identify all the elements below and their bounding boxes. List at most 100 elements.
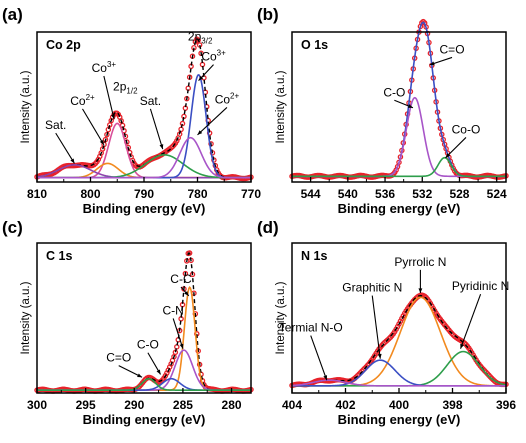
panel-title: Co 2p [46,38,81,52]
annotation-arrow [55,132,75,164]
annotation-label: Pyrrolic N [394,255,446,269]
x-tick-label: 396 [496,398,516,412]
panel-a: 810 800 790 780 770 Binding energy (eV) Intens… [2,5,261,216]
panel-letter: (a) [2,5,23,24]
x-tick-label: 528 [449,187,469,201]
y-axis-title: Intensity (a.u.) [275,70,287,143]
annotation-arrow [460,293,482,349]
annotation-arrowhead [323,375,328,381]
series-1-line [37,251,251,391]
x-tick-label: 524 [487,187,507,201]
annotation-arrow [310,335,328,381]
annotation-label: Termial N-O [279,321,343,335]
panel-letter: (d) [257,218,279,237]
panel-letter: (c) [2,218,23,237]
annotation-arrow [445,137,467,159]
data-point [105,126,112,133]
annotation-arrowhead [137,373,143,378]
data-point [186,250,193,256]
annotation-label: C-O [383,85,405,99]
annotation-label: Co3+ [92,60,117,75]
annotation-label: 2p3/2 [188,30,213,46]
annotation-arrowhead [445,153,451,158]
panel-b: 544 540 536 532 528 524 Binding energy (eV) Int… [257,5,509,216]
x-tick-label: 300 [27,398,47,412]
annotation-arrowhead [179,343,184,349]
x-tick-label: 800 [80,187,100,201]
x-axis-title: Binding energy (eV) [338,412,461,427]
annotation-label: Co2+ [215,91,240,106]
x-tick-label: 532 [412,187,432,201]
annotation-arrowhead [407,104,413,108]
annotation-arrow [371,295,381,359]
annotation-label: C-O [137,338,159,352]
x-axis-title: Binding energy (eV) [83,412,206,427]
x-tick-label: 402 [335,398,355,412]
x-tick-label: 780 [187,187,207,201]
x-tick-label: 536 [375,187,395,201]
x-tick-label: 810 [27,187,47,201]
annotation-label: Graphitic N [342,281,402,295]
annotation-arrowhead [460,343,464,349]
panel-c: 300 295 290 285 280 Binding energy (eV) Intens… [2,218,254,427]
data-point [104,131,110,138]
data-point [99,146,106,152]
annotation-arrowhead [159,144,164,150]
x-tick-label: 290 [124,398,144,412]
y-axis-title: Intensity (a.u.) [275,281,287,354]
panel-d: 404 402 400 398 396 Binding energy (eV) Intens… [257,218,516,427]
x-tick-label: 540 [338,187,358,201]
annotation-label: Sat. [45,118,66,132]
annotation-arrowhead [429,61,435,66]
annotation-arrow [103,75,115,120]
series-3-line [292,156,506,178]
annotation-arrow [197,107,228,136]
annotation-arrow [149,108,164,150]
x-tick-label: 404 [282,398,302,412]
x-tick-label: 398 [442,398,462,412]
x-tick-label: 790 [134,187,154,201]
data-point [195,37,201,43]
y-axis-title: Intensity (a.u.) [20,281,32,354]
annotation-arrowhead [99,139,104,145]
series-0-markers [34,36,254,182]
annotation-arrowhead [198,75,204,81]
annotation-arrowhead [111,114,115,120]
annotation-label: 2p1/2 [113,80,138,96]
annotation-arrow [82,108,105,146]
annotation-label: C=O [440,42,465,56]
annotation-label: Co-O [452,122,481,136]
panel-title: O 1s [301,38,328,52]
annotation-label: Sat. [140,94,161,108]
panel-title: C 1s [46,249,72,263]
series-5-line [37,377,251,391]
plot-frame [36,242,252,394]
annotation-arrowhead [184,291,189,296]
x-axis-title: Binding energy (eV) [338,201,461,216]
annotation-label: C-N [163,303,184,317]
x-axis-title: Binding energy (eV) [83,201,206,216]
annotation-label: C-C [170,272,192,286]
x-tick-label: 295 [76,398,96,412]
annotation-arrowhead [377,353,382,359]
x-tick-label: 770 [241,187,261,201]
plot-frame [291,31,507,183]
x-tick-label: 544 [301,187,321,201]
x-tick-label: 280 [222,398,242,412]
panel-title: N 1s [301,249,327,263]
series-5-line [291,379,506,387]
y-axis-title: Intensity (a.u.) [20,70,32,143]
series-0-markers [34,250,254,394]
annotation-arrowhead [70,158,75,164]
annotation-label: Co2+ [70,93,95,108]
series-1-line [36,37,251,179]
panel-letter: (b) [257,5,279,24]
annotation-arrowhead [197,130,203,135]
annotation-label: Pyridinic N [452,279,509,293]
annotation-label: C=O [106,351,131,365]
x-tick-label: 285 [173,398,193,412]
annotation-arrowhead [418,288,423,293]
series-2-line [292,96,506,178]
